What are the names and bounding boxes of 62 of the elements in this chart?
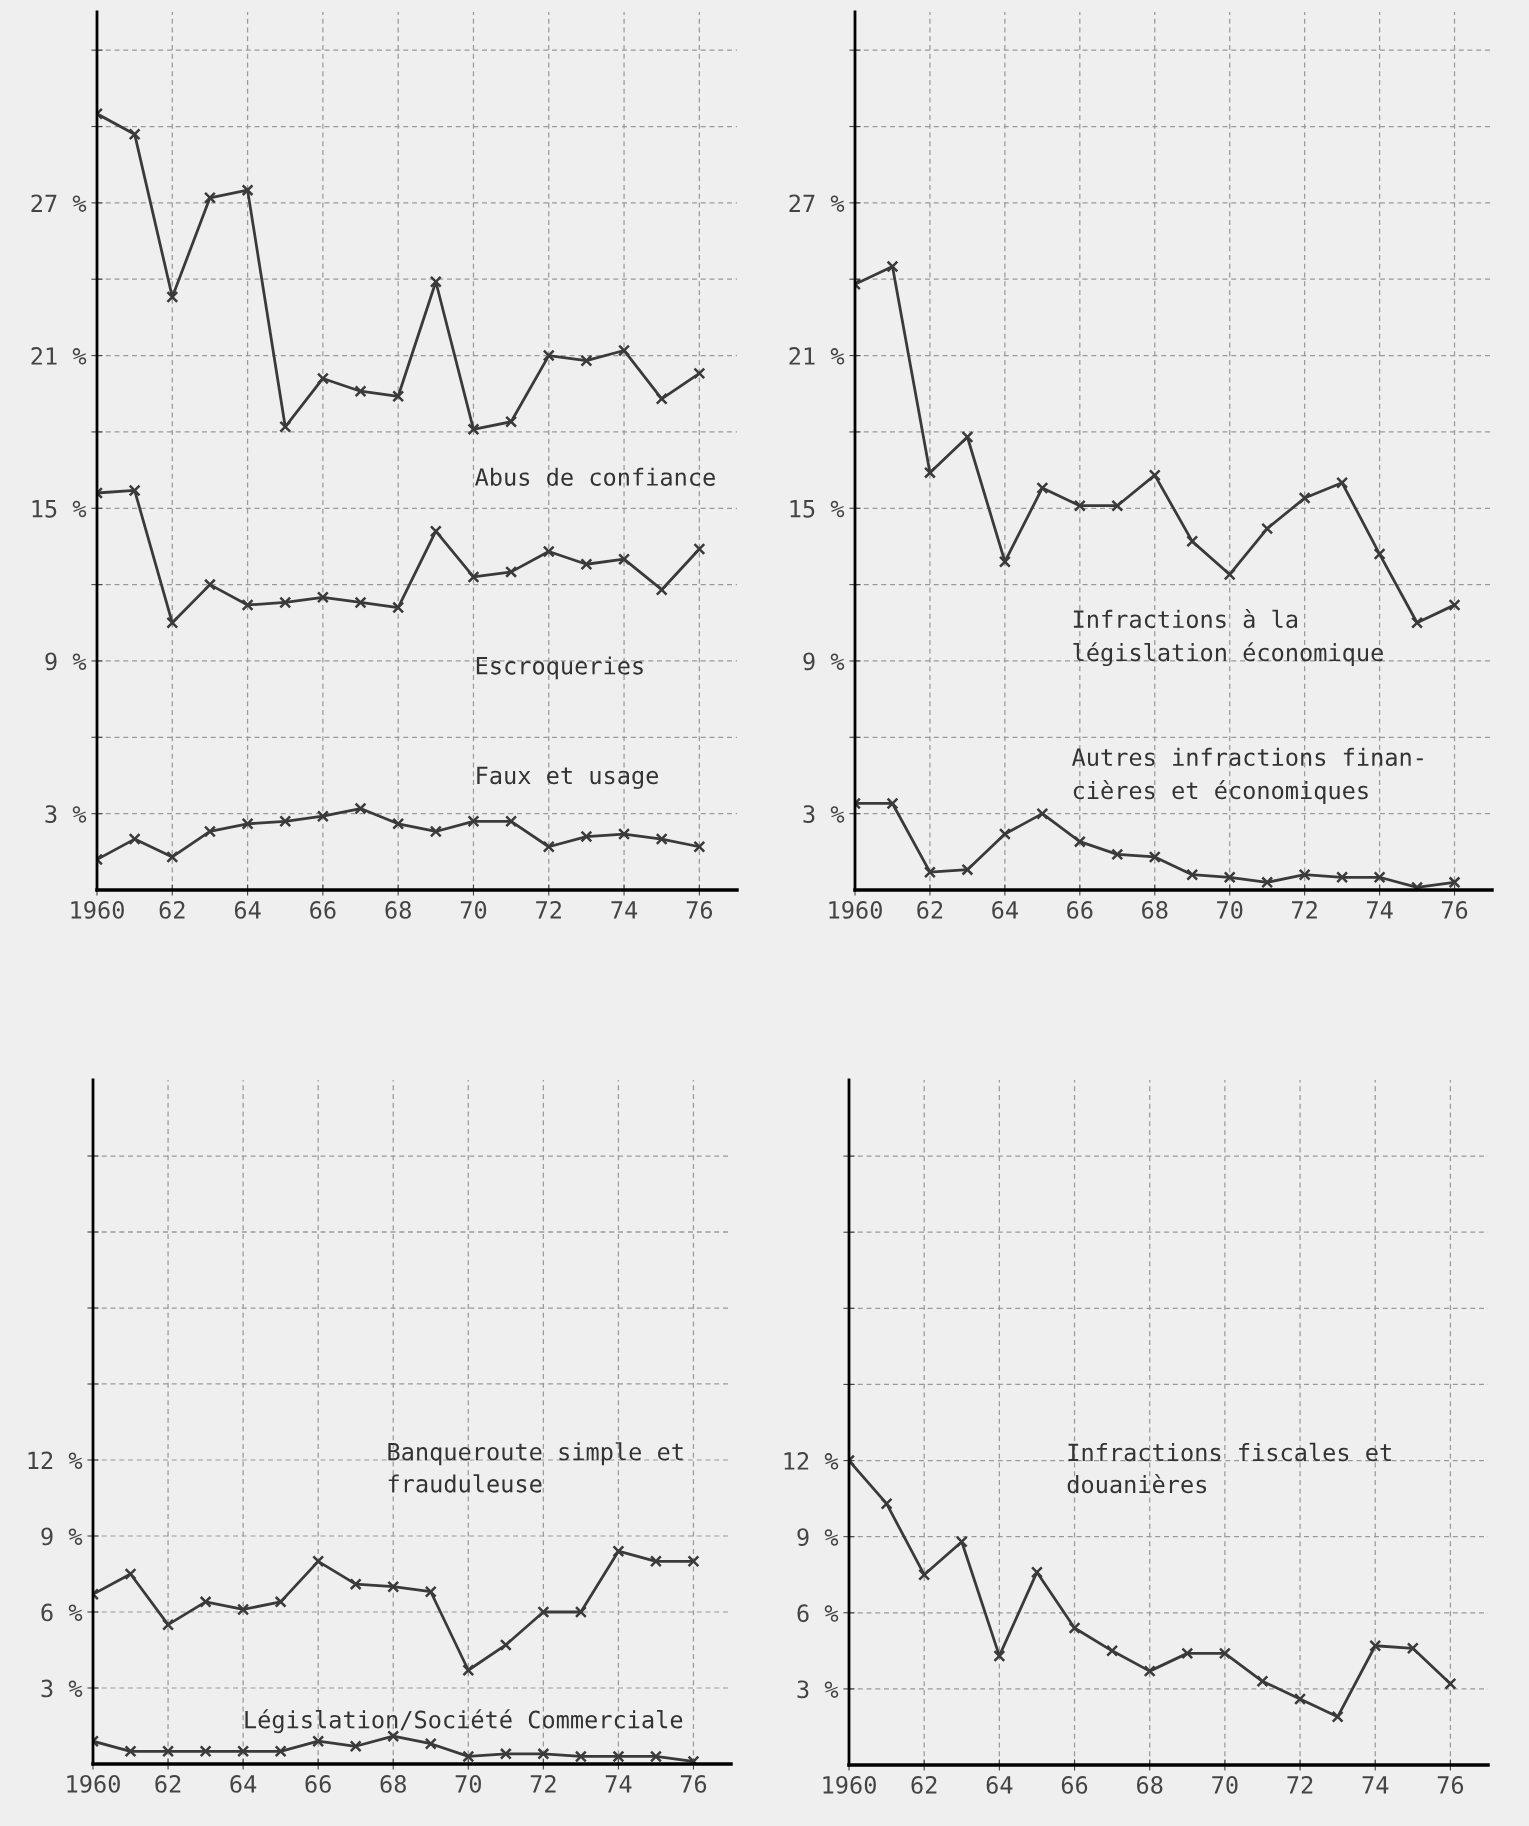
- x-tick-label: 64: [234, 900, 261, 919]
- y-tick-label: 27 %: [789, 194, 845, 212]
- series-label: Autres infractions finan- cières et économiques: [1072, 747, 1423, 804]
- x-tick-label: 62: [155, 1774, 181, 1793]
- y-tick-label: 3 %: [45, 805, 87, 824]
- y-tick-label: 9 %: [803, 652, 845, 671]
- y-tick-label: 9 %: [797, 1528, 839, 1547]
- x-tick-label: 68: [1137, 1775, 1163, 1794]
- text: Infractions fiscales et douanières: [1067, 1442, 1391, 1494]
- series-label: Législation/Société Commerciale: [245, 1709, 683, 1734]
- y-tick-label: 3 %: [797, 1680, 839, 1699]
- x-tick-label: 1960: [71, 900, 124, 919]
- y-tick-label: 3 %: [803, 805, 845, 824]
- text: Banqueroute simple et frauduleuse: [388, 1442, 683, 1493]
- y-tick-label: 12 %: [784, 1452, 839, 1470]
- x-tick-label: 70: [455, 1774, 481, 1793]
- x-tick-label: 64: [986, 1775, 1013, 1794]
- x-tick-label: 62: [917, 900, 943, 919]
- y-tick-label: 21 %: [31, 347, 87, 365]
- y-tick-label: 6 %: [797, 1604, 839, 1623]
- y-tick-label: 15 %: [32, 500, 87, 518]
- x-tick-label: 76: [1437, 1775, 1464, 1794]
- x-tick-label: 66: [305, 1774, 331, 1793]
- x-tick-label: 76: [680, 1774, 707, 1793]
- x-tick-label: 72: [530, 1774, 556, 1793]
- x-tick-label: 74: [1362, 1776, 1389, 1794]
- y-tick-label: 9 %: [41, 1527, 83, 1546]
- y-tick-label: 21 %: [789, 347, 845, 365]
- x-tick-label: 70: [1212, 1775, 1238, 1794]
- series-label: Infractions à la législation économique: [1073, 608, 1383, 667]
- x-tick-label: 62: [159, 900, 185, 919]
- x-tick-label: 64: [230, 1774, 257, 1793]
- x-tick-label: 74: [605, 1775, 632, 1793]
- series-label: Faux et usage: [477, 766, 658, 790]
- y-tick-label: 3 %: [41, 1679, 83, 1698]
- x-tick-label: 72: [1292, 900, 1317, 919]
- x-tick-label: 1960: [829, 900, 882, 919]
- x-tick-label: 66: [1061, 1775, 1088, 1794]
- x-tick-label: 76: [686, 900, 713, 919]
- x-tick-label: 70: [460, 900, 487, 919]
- text: Escroqueries: [476, 656, 643, 680]
- x-tick-label: 66: [1067, 900, 1093, 919]
- x-tick-label: 76: [1441, 900, 1468, 919]
- y-tick-label: 6 %: [41, 1603, 83, 1622]
- x-tick-label: 64: [992, 900, 1018, 919]
- y-tick-label: 12 %: [28, 1451, 83, 1470]
- x-tick-label: 72: [536, 900, 561, 919]
- x-tick-label: 68: [385, 900, 411, 919]
- y-tick-label: 27 %: [31, 194, 87, 212]
- y-tick-label: 9 %: [45, 652, 87, 671]
- x-tick-label: 68: [380, 1774, 406, 1793]
- x-tick-label: 70: [1217, 900, 1243, 919]
- x-tick-label: 66: [310, 900, 336, 919]
- x-tick-label: 74: [611, 901, 638, 919]
- x-tick-label: 68: [1142, 900, 1168, 919]
- x-tick-label: 74: [1366, 901, 1393, 919]
- x-tick-label: 1960: [67, 1774, 120, 1793]
- x-tick-label: 62: [911, 1775, 937, 1794]
- y-tick-label: 15 %: [790, 500, 845, 518]
- series-label: Abus de confiance: [475, 467, 715, 486]
- x-tick-label: 1960: [823, 1775, 876, 1794]
- x-tick-label: 72: [1287, 1775, 1313, 1794]
